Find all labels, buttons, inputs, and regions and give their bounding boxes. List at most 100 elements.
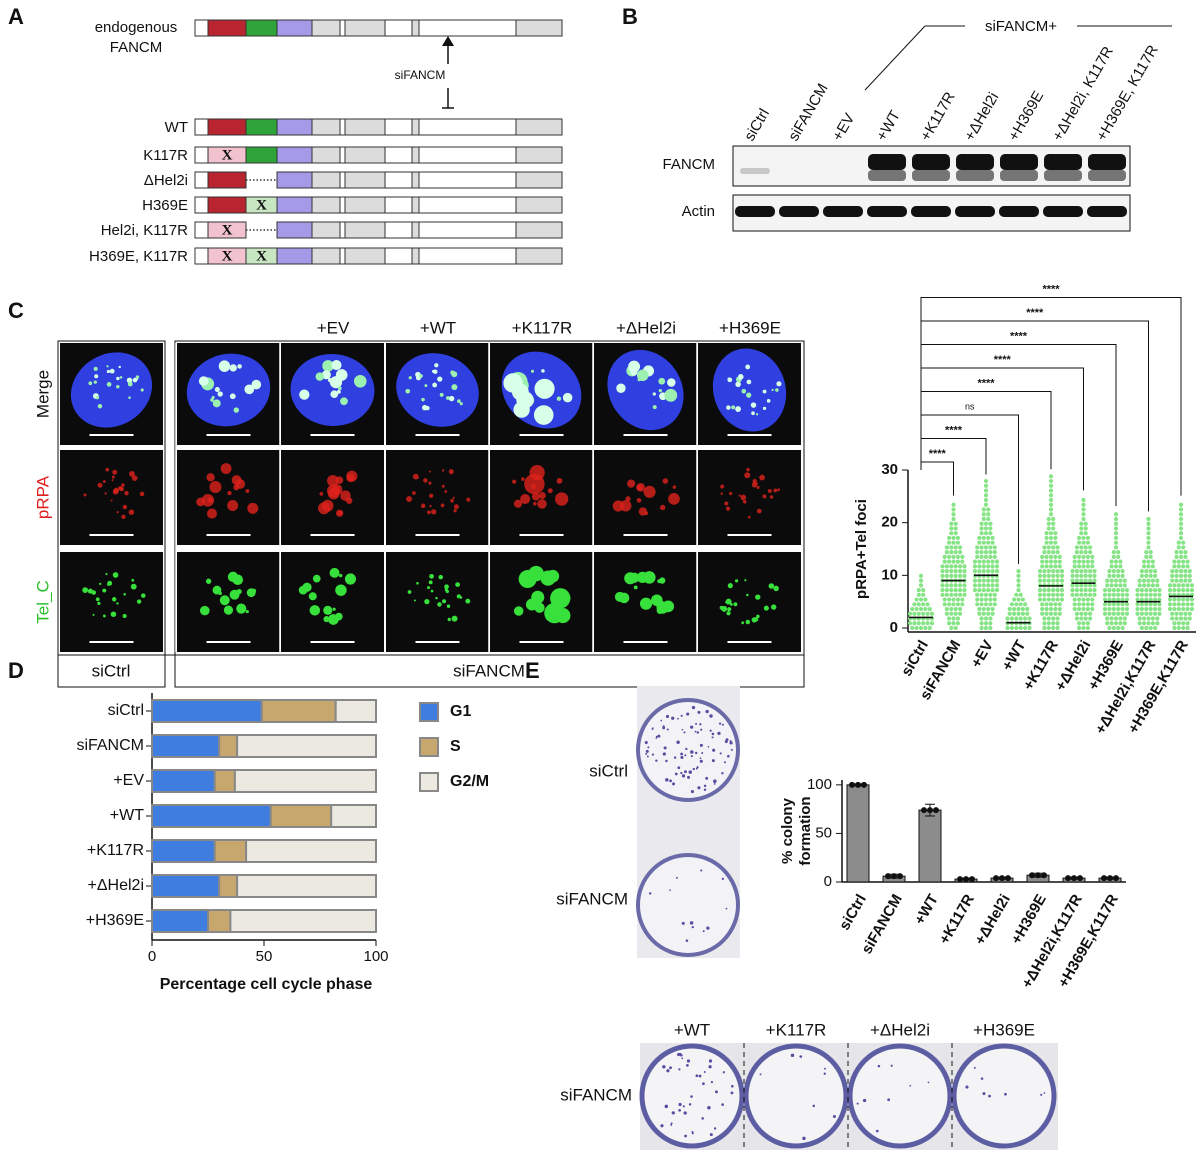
dot bbox=[1046, 569, 1051, 574]
band bbox=[868, 170, 906, 181]
dot bbox=[1144, 550, 1149, 555]
dot bbox=[1178, 554, 1184, 560]
x-tick-label: 100 bbox=[363, 948, 388, 965]
dot bbox=[1146, 583, 1151, 588]
dot bbox=[1120, 573, 1125, 578]
colony bbox=[677, 717, 679, 720]
dot bbox=[1037, 592, 1043, 597]
dot bbox=[1137, 578, 1142, 583]
dot bbox=[955, 540, 961, 545]
dot bbox=[1153, 625, 1158, 631]
bar-segment bbox=[218, 874, 239, 898]
dot bbox=[1172, 625, 1177, 631]
dot bbox=[1187, 616, 1192, 621]
dot bbox=[1174, 550, 1179, 555]
focus bbox=[104, 492, 107, 495]
dot bbox=[986, 540, 991, 545]
focus bbox=[721, 605, 728, 612]
focus bbox=[516, 391, 534, 409]
dot bbox=[949, 611, 954, 616]
band bbox=[1000, 154, 1038, 170]
dot bbox=[1014, 592, 1019, 597]
dot bbox=[1059, 597, 1065, 602]
dot bbox=[940, 569, 945, 574]
dot bbox=[1174, 611, 1179, 616]
dot bbox=[1009, 602, 1015, 607]
row-label: siFANCM bbox=[560, 1085, 632, 1104]
colony bbox=[727, 754, 730, 758]
focus bbox=[767, 488, 772, 493]
dot bbox=[1113, 540, 1119, 545]
focus bbox=[452, 496, 455, 500]
dot bbox=[979, 545, 984, 550]
dot bbox=[921, 611, 926, 616]
focus bbox=[667, 378, 676, 387]
point bbox=[897, 873, 903, 880]
colony bbox=[671, 1111, 675, 1115]
dot bbox=[1016, 606, 1021, 612]
dot bbox=[1079, 616, 1084, 621]
bar-segment bbox=[151, 699, 263, 723]
dot bbox=[1085, 535, 1090, 541]
micrograph bbox=[281, 552, 384, 652]
dot bbox=[1085, 540, 1090, 545]
dot bbox=[916, 611, 921, 616]
dot bbox=[1170, 611, 1175, 616]
dot bbox=[1053, 564, 1058, 569]
colony bbox=[680, 771, 683, 775]
domain bbox=[344, 196, 386, 214]
dot bbox=[949, 587, 954, 593]
dot bbox=[1046, 587, 1051, 593]
domain bbox=[245, 118, 278, 136]
focus bbox=[130, 583, 137, 590]
dot bbox=[1178, 526, 1184, 531]
dot bbox=[1189, 606, 1195, 612]
focus bbox=[429, 573, 434, 579]
dot bbox=[1074, 587, 1079, 593]
focus bbox=[407, 590, 412, 594]
dot bbox=[1135, 592, 1140, 597]
band bbox=[1000, 170, 1038, 181]
dot bbox=[949, 545, 954, 550]
dot bbox=[1079, 611, 1084, 616]
colony bbox=[725, 738, 729, 742]
colony bbox=[707, 1105, 711, 1110]
focus bbox=[334, 378, 339, 382]
dot bbox=[918, 583, 924, 588]
focus bbox=[616, 383, 626, 393]
dot bbox=[990, 611, 995, 616]
colony bbox=[691, 705, 696, 710]
focus bbox=[759, 474, 765, 481]
dot bbox=[1167, 606, 1173, 612]
dot bbox=[1148, 602, 1153, 607]
dot bbox=[923, 625, 928, 631]
dot bbox=[994, 587, 1000, 593]
dot bbox=[981, 587, 986, 593]
focus bbox=[106, 365, 109, 368]
dot bbox=[1088, 592, 1093, 597]
dot bbox=[975, 550, 980, 555]
dot bbox=[962, 583, 967, 588]
dot bbox=[983, 592, 989, 597]
x-tick-label: siCtrl bbox=[898, 637, 932, 679]
dot bbox=[1178, 512, 1184, 517]
dot bbox=[1014, 625, 1019, 631]
dot bbox=[907, 621, 913, 626]
focus bbox=[750, 402, 757, 408]
dot bbox=[929, 611, 935, 616]
dot bbox=[1048, 564, 1054, 569]
colony bbox=[731, 1084, 734, 1088]
focus bbox=[419, 374, 423, 378]
plate bbox=[951, 1043, 1057, 1149]
bar-segment bbox=[151, 909, 209, 933]
dot bbox=[1040, 559, 1045, 564]
colony bbox=[700, 869, 703, 872]
band bbox=[912, 154, 950, 170]
dot bbox=[988, 545, 993, 550]
dot bbox=[1081, 512, 1086, 517]
dot bbox=[1144, 592, 1149, 597]
dot bbox=[910, 606, 915, 612]
dot bbox=[1077, 564, 1082, 569]
domain bbox=[339, 247, 346, 265]
focus bbox=[762, 389, 767, 394]
